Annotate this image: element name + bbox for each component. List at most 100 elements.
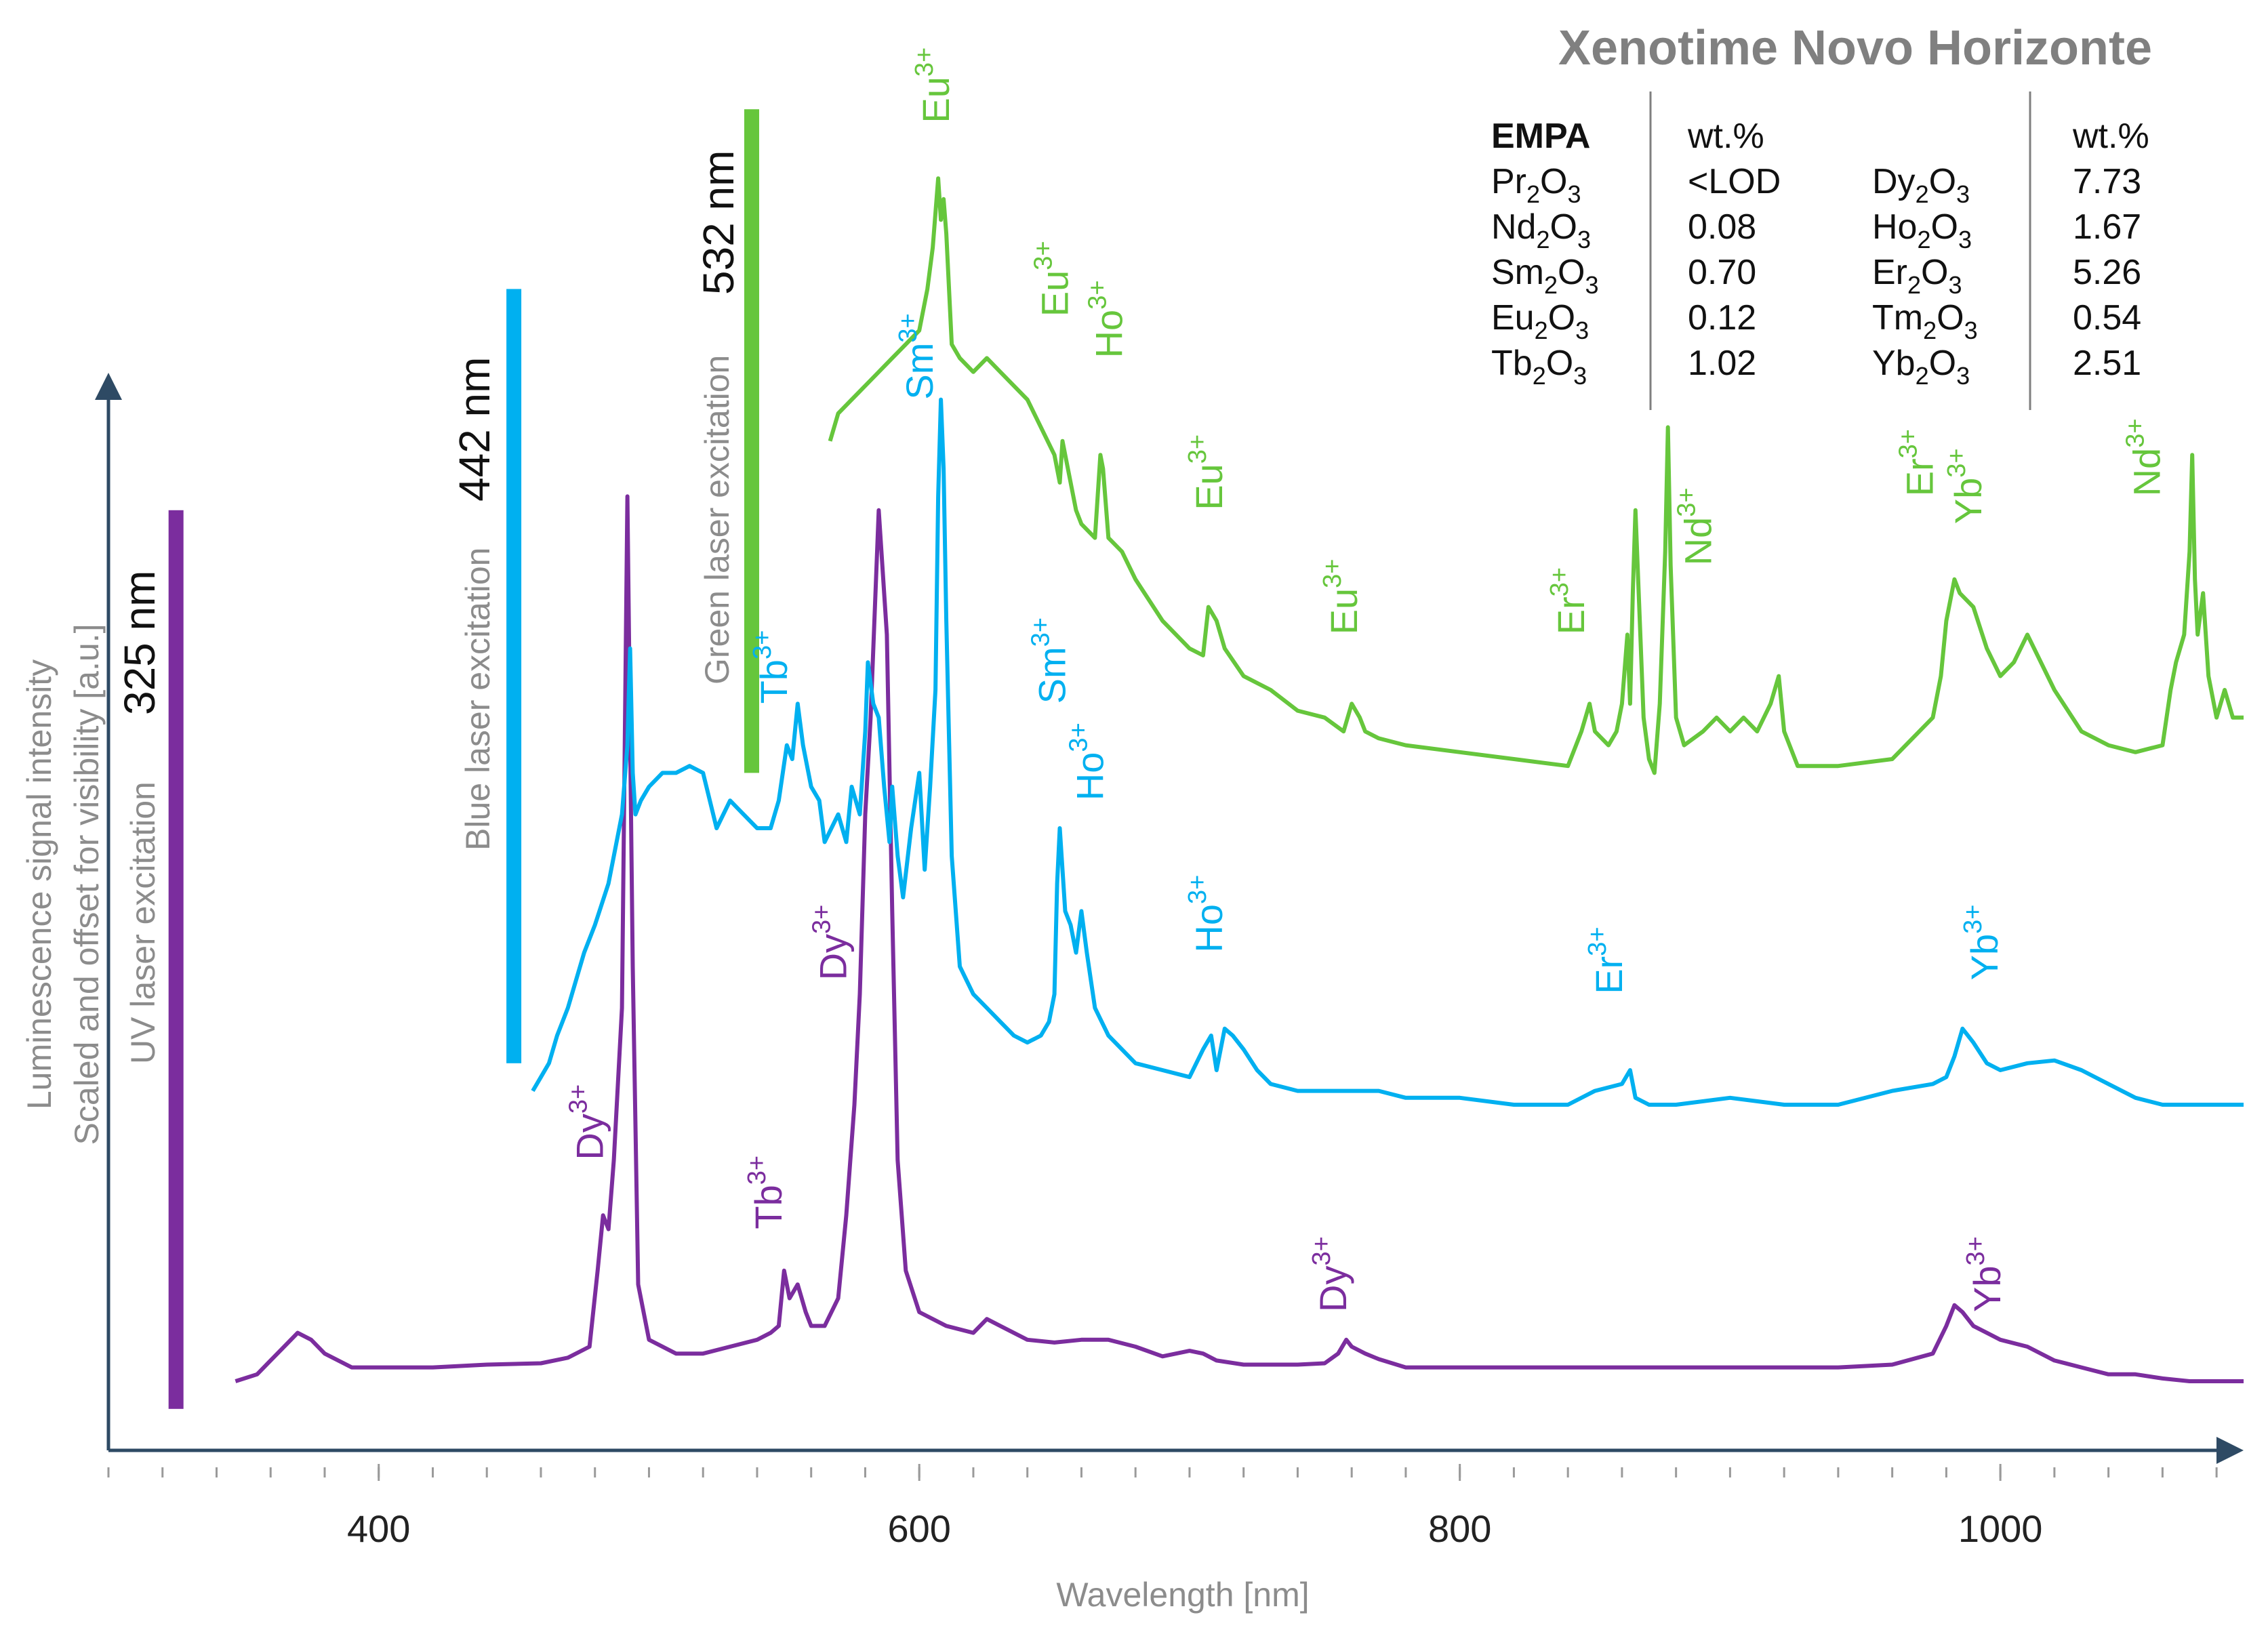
blue-spectrum-line xyxy=(531,397,2244,1107)
ion-symbol: Tb xyxy=(747,1185,790,1229)
empa-value-tb: 1.02 xyxy=(1688,344,1756,383)
empa-oxide-tm: Tm2O3 xyxy=(1872,298,1978,344)
ion-charge: 3+ xyxy=(1895,429,1923,458)
ion-symbol: Er xyxy=(1550,596,1592,634)
green-excitation-nm: 532 nm xyxy=(694,150,743,295)
green-peak-label-eu: Eu3+ xyxy=(910,47,957,123)
ion-charge: 3+ xyxy=(1183,875,1212,904)
green-peak-label-er: Er3+ xyxy=(1545,567,1592,634)
blue-peak-label-er: Er3+ xyxy=(1583,926,1630,994)
ion-symbol: Sm xyxy=(898,343,941,400)
axes: 400 600 800 1000 xyxy=(95,373,2244,1550)
ion-symbol: Yb xyxy=(1963,934,2006,981)
ion-symbol: Yb xyxy=(1947,478,1989,525)
y-axis-title-line2: Scaled and offset for visibility [a.u.] xyxy=(68,624,106,1145)
ion-symbol: Er xyxy=(1587,956,1630,994)
empa-oxide-eu: Eu2O3 xyxy=(1491,298,1589,344)
uv-peak-label-dy: Dy3+ xyxy=(808,905,855,981)
ion-symbol: Sm xyxy=(1031,647,1074,703)
empa-value-eu: 0.12 xyxy=(1688,298,1756,338)
excitation-labels: UV laser excitation 325 nm Blue laser ex… xyxy=(115,150,743,1064)
ion-symbol: Ho xyxy=(1188,904,1230,953)
empa-rows: Pr2O3 <LOD Nd2O3 0.08 Sm2O3 0.70 Eu2O3 0.12 Tb2O… xyxy=(1491,162,2141,390)
empa-oxide-dy: Dy2O3 xyxy=(1872,162,1970,208)
chart-title: Xenotime Novo Horizonte xyxy=(1558,21,2152,75)
uv-excitation-label: UV laser excitation xyxy=(124,781,162,1064)
ion-symbol: Ho xyxy=(1068,752,1111,801)
ion-symbol: Nd xyxy=(2125,448,2168,497)
ion-symbol: Dy xyxy=(569,1114,611,1160)
green-spectrum-line xyxy=(828,176,2244,775)
ion-charge: 3+ xyxy=(1962,1236,1990,1265)
green-peak-label-eu: Eu3+ xyxy=(1318,559,1365,635)
ion-charge: 3+ xyxy=(2121,418,2149,447)
empa-table: EMPA wt.% wt.% Pr2O3 <LOD Nd2O3 0.08 Sm2O3 0.… xyxy=(1491,91,2149,410)
uv-excitation-bar xyxy=(168,510,184,1409)
empa-value-er: 5.26 xyxy=(2073,253,2141,292)
ion-symbol: Dy xyxy=(812,934,855,980)
green-peak-label-er: Er3+ xyxy=(1895,429,1941,496)
empa-value-ho: 1.67 xyxy=(2073,207,2141,247)
ion-charge: 3+ xyxy=(1318,559,1347,588)
x-tick-label-400: 400 xyxy=(347,1507,410,1550)
x-tick-label-1000: 1000 xyxy=(1958,1507,2043,1550)
ion-charge: 3+ xyxy=(1027,617,1055,647)
ion-charge: 3+ xyxy=(910,47,939,77)
ion-charge: 3+ xyxy=(894,313,923,342)
empa-oxide-yb: Yb2O3 xyxy=(1872,344,1970,390)
ion-charge: 3+ xyxy=(748,630,777,659)
green-excitation-label: Green laser excitation xyxy=(698,355,736,685)
blue-peak-label-sm: Sm3+ xyxy=(1027,617,1074,703)
empa-oxide-tb: Tb2O3 xyxy=(1491,344,1587,390)
green-peak-label-nd: Nd3+ xyxy=(2121,418,2168,496)
ion-charge: 3+ xyxy=(743,1156,771,1185)
green-peak-label-ho: Ho3+ xyxy=(1083,280,1130,358)
ion-symbol: Ho xyxy=(1087,310,1130,359)
blue-excitation-bar xyxy=(506,289,522,1063)
excitation-markers xyxy=(168,109,759,1409)
ion-charge: 3+ xyxy=(1545,567,1574,596)
uv-peak-label-yb: Yb3+ xyxy=(1962,1236,2008,1312)
green-peak-label-eu: Eu3+ xyxy=(1183,434,1230,510)
empa-value-dy: 7.73 xyxy=(2073,162,2141,201)
empa-oxide-ho: Ho2O3 xyxy=(1872,207,1972,253)
uv-peak-label-dy: Dy3+ xyxy=(565,1084,611,1160)
empa-value-tm: 0.54 xyxy=(2073,298,2141,338)
ion-symbol: Er xyxy=(1899,458,1941,496)
uv-spectrum-line xyxy=(235,494,2244,1383)
ion-symbol: Eu xyxy=(1322,588,1365,635)
ion-symbol: Eu xyxy=(914,77,957,123)
empa-header-unit-left: wt.% xyxy=(1687,117,1764,156)
green-excitation-bar xyxy=(744,109,759,773)
x-tick-label-800: 800 xyxy=(1428,1507,1491,1550)
ion-charge: 3+ xyxy=(565,1084,593,1114)
green-peak-label-nd: Nd3+ xyxy=(1673,487,1720,565)
ion-symbol: Eu xyxy=(1034,270,1076,317)
uv-peak-label-tb: Tb3+ xyxy=(743,1156,790,1229)
empa-value-pr: <LOD xyxy=(1688,162,1781,201)
ion-charge: 3+ xyxy=(1083,280,1112,309)
ion-charge: 3+ xyxy=(1308,1236,1336,1265)
y-axis-arrow xyxy=(95,373,122,400)
empa-value-sm: 0.70 xyxy=(1688,253,1756,292)
x-axis-title: Wavelength [nm] xyxy=(1056,1576,1309,1614)
blue-excitation-label: Blue laser excitation xyxy=(459,548,497,851)
spectra xyxy=(235,176,2244,1383)
empa-header-label: EMPA xyxy=(1491,117,1590,156)
ion-symbol: Eu xyxy=(1188,464,1230,510)
green-peak-label-eu: Eu3+ xyxy=(1030,241,1076,317)
ion-charge: 3+ xyxy=(1583,926,1612,956)
ion-charge: 3+ xyxy=(1673,487,1701,516)
blue-peak-label-yb: Yb3+ xyxy=(1959,905,2006,981)
empa-oxide-sm: Sm2O3 xyxy=(1491,253,1599,299)
ion-charge: 3+ xyxy=(808,905,836,934)
empa-value-nd: 0.08 xyxy=(1688,207,1756,247)
peak-annotations: Dy3+Tb3+Dy3+Dy3+Yb3+Tb3+Sm3+Sm3+Ho3+Ho3+… xyxy=(565,47,2168,1312)
ion-symbol: Dy xyxy=(1312,1266,1354,1312)
ion-symbol: Nd xyxy=(1677,517,1720,566)
empa-value-yb: 2.51 xyxy=(2073,344,2141,383)
ion-symbol: Tb xyxy=(752,659,795,703)
ion-charge: 3+ xyxy=(1064,722,1093,752)
y-axis-title-line1: Luminescence signal intensity xyxy=(20,659,58,1109)
uv-peak-label-dy: Dy3+ xyxy=(1308,1236,1354,1312)
